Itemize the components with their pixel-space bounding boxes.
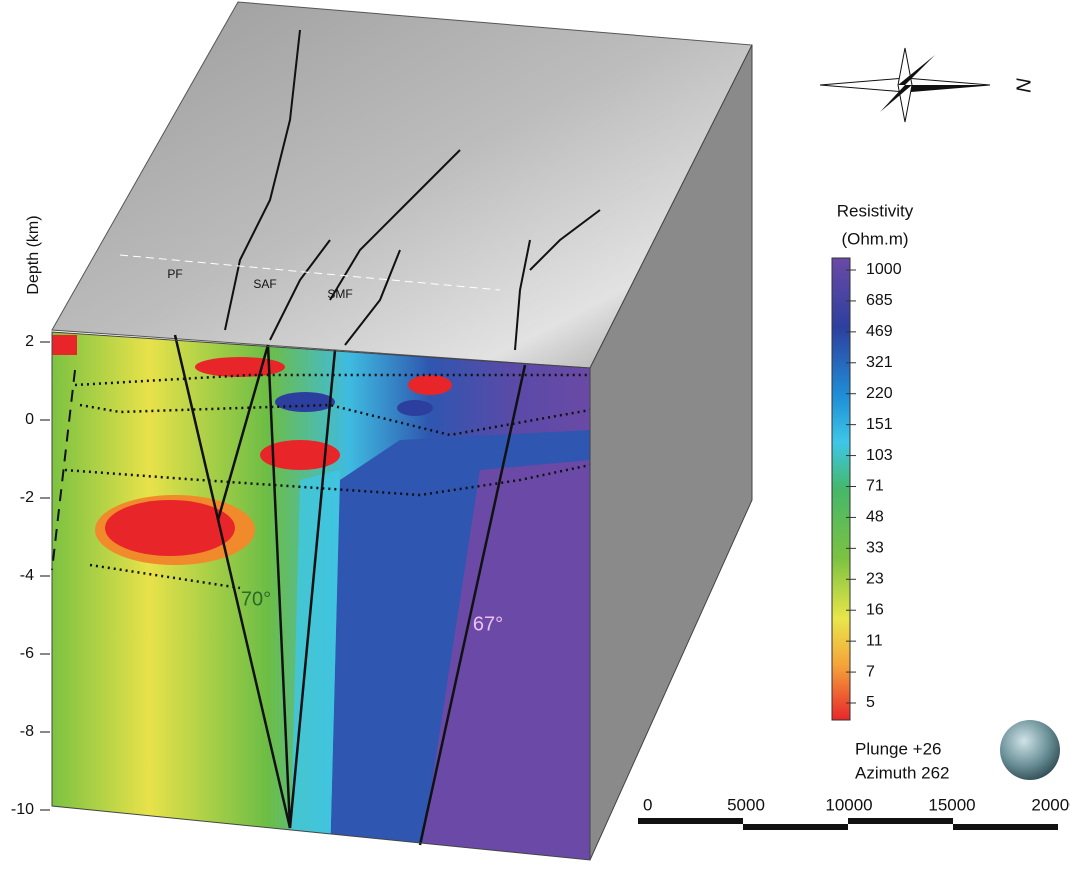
boundary	[51, 369, 76, 571]
scale-bar	[638, 818, 1058, 830]
colorbar-label: 103	[866, 447, 893, 464]
dip-label: 70°	[241, 588, 271, 610]
axis-title: Depth (km)	[25, 215, 42, 294]
compass-label: N	[1012, 78, 1034, 93]
scale-label: 10000	[825, 795, 872, 814]
depth-tick-label: -10	[11, 801, 34, 818]
colorbar-label: 7	[866, 663, 875, 680]
depth-tick-label: 2	[25, 333, 34, 350]
depth-tick-label: -8	[20, 723, 34, 740]
colorbar-label: 220	[866, 385, 893, 402]
layer-boundaries	[64, 373, 591, 590]
colorbar-label: 151	[866, 416, 893, 433]
colorbar-label: 71	[866, 478, 884, 495]
colorbar-label: 33	[866, 540, 884, 557]
colorbar-label: 1000	[866, 261, 902, 278]
plunge: Plunge +26	[855, 739, 942, 758]
scale-label: 5000	[727, 795, 765, 814]
colorbar-label: 11	[866, 632, 883, 649]
scale-label: 20000	[1031, 795, 1070, 814]
profile-line	[119, 254, 501, 291]
scale-label: 15000	[928, 795, 975, 814]
compass	[819, 47, 991, 123]
fault-traces	[224, 29, 601, 351]
block-front	[51, 331, 591, 861]
colorbar-label: 48	[866, 509, 884, 526]
depth-tick-label: -2	[20, 489, 34, 506]
colorbar-label: 469	[866, 323, 893, 340]
colorbar-title: (Ohm.m)	[841, 229, 908, 248]
colorbar-label: 23	[866, 571, 884, 588]
colorbar-label: 16	[866, 601, 884, 618]
dip-label: 67°	[473, 613, 503, 635]
colorbar-label: 321	[866, 354, 893, 371]
view-globe	[1000, 720, 1060, 780]
colorbar-title: Resistivity	[837, 201, 914, 220]
scale-label: 0	[643, 795, 652, 814]
fault-label: SAF	[253, 277, 276, 291]
depth-tick-label: -4	[20, 567, 34, 584]
fault-label: PF	[167, 267, 182, 281]
faults	[173, 334, 527, 846]
colorbar-label: 685	[866, 292, 893, 309]
colorbar-label: 5	[866, 694, 875, 711]
depth-tick-label: 0	[25, 411, 34, 428]
resistivity-section	[52, 332, 590, 860]
colorbar	[831, 257, 851, 721]
azimuth: Azimuth 262	[855, 763, 950, 782]
fault-label: SMF	[327, 287, 352, 301]
depth-tick-label: -6	[20, 645, 34, 662]
